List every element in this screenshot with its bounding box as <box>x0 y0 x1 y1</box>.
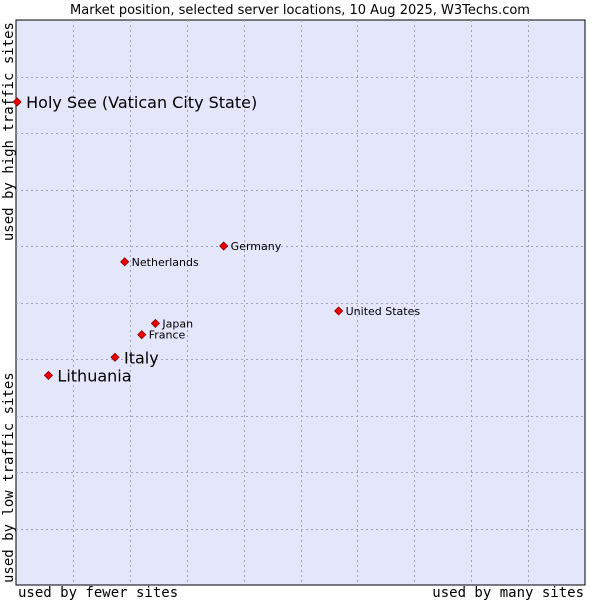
y-axis-label-top: used by high traffic sites <box>1 22 17 241</box>
point-label-lithuania: Lithuania <box>57 366 131 385</box>
data-point-holy-see-vatican-city-state: Holy See (Vatican City State) <box>12 93 257 112</box>
x-axis-label-right: used by many sites <box>432 585 584 600</box>
point-marker-germany <box>219 241 229 251</box>
point-label-japan: Japan <box>161 317 193 330</box>
plot-area <box>15 19 586 586</box>
point-marker-netherlands <box>120 257 130 267</box>
data-point-japan: Japan <box>150 317 193 330</box>
point-label-netherlands: Netherlands <box>132 256 199 269</box>
point-marker-france <box>137 330 147 340</box>
data-point-italy: Italy <box>110 348 159 367</box>
point-marker-holy-see-vatican-city-state <box>12 97 22 107</box>
data-point-lithuania: Lithuania <box>43 366 132 385</box>
grid-lines <box>16 20 585 585</box>
data-point-netherlands: Netherlands <box>120 256 199 269</box>
chart-title: Market position, selected server locatio… <box>70 3 530 18</box>
point-label-united-states: United States <box>346 305 421 318</box>
point-marker-japan <box>150 318 160 328</box>
point-marker-italy <box>110 352 120 362</box>
data-point-france: France <box>137 329 186 342</box>
data-point-united-states: United States <box>334 305 421 318</box>
data-point-germany: Germany <box>219 240 282 253</box>
point-marker-lithuania <box>43 370 53 380</box>
y-axis-label-bottom: used by low traffic sites <box>1 372 17 583</box>
point-label-germany: Germany <box>231 240 282 253</box>
point-marker-united-states <box>334 306 344 316</box>
data-points: Holy See (Vatican City State) Germany Neth… <box>12 93 421 385</box>
x-axis-label-left: used by fewer sites <box>18 585 178 600</box>
point-label-italy: Italy <box>124 348 159 367</box>
point-label-holy-see-vatican-city-state: Holy See (Vatican City State) <box>26 93 257 112</box>
point-label-france: France <box>149 329 186 342</box>
